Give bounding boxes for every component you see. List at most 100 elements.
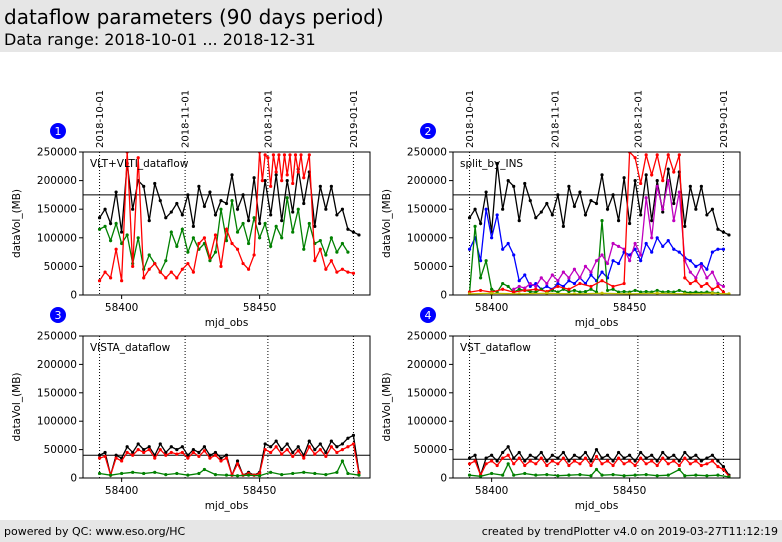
data-point [501, 450, 505, 455]
data-point [258, 236, 262, 240]
data-point [650, 250, 654, 254]
footer-credit: powered by QC: www.eso.org/HC [4, 525, 186, 538]
data-point [556, 279, 560, 283]
data-point [235, 462, 240, 466]
data-point [274, 445, 278, 449]
data-point [329, 259, 333, 263]
data-point [561, 224, 565, 228]
data-point [280, 179, 284, 183]
data-point [495, 463, 499, 468]
data-point [644, 241, 648, 246]
data-point [622, 176, 626, 180]
data-point [473, 453, 477, 457]
data-point [346, 436, 350, 440]
data-point [490, 287, 494, 291]
data-point [501, 247, 505, 251]
data-point [528, 199, 532, 203]
data-point [164, 472, 168, 477]
y-tick-label: 200000 [407, 175, 447, 187]
data-point [710, 270, 715, 274]
data-point [180, 445, 184, 449]
data-point [269, 213, 273, 217]
data-point [672, 453, 676, 457]
data-point [600, 291, 604, 295]
data-point [605, 459, 610, 463]
data-point [246, 241, 251, 246]
data-point [142, 450, 146, 455]
data-point [639, 259, 643, 263]
data-point [539, 276, 543, 280]
data-point [153, 456, 157, 460]
data-point [213, 233, 218, 237]
data-point [616, 244, 621, 248]
data-point [688, 259, 692, 263]
panel-badge-circle [50, 307, 66, 323]
data-point [293, 153, 298, 157]
data-point [528, 459, 532, 463]
chart-panel-1: 1 2018-10-01 2018-11-01 2018-12-01 2019-01-0… [11, 90, 371, 329]
data-point [478, 221, 483, 226]
data-point [705, 276, 709, 280]
data-point [672, 170, 676, 174]
data-point [699, 463, 703, 468]
data-point [578, 281, 582, 286]
data-point [721, 467, 726, 472]
data-point [291, 471, 295, 476]
data-point [666, 239, 670, 243]
data-point [688, 456, 692, 460]
data-point [97, 471, 102, 476]
data-point [307, 439, 311, 443]
date-marker-label: 2018-11-01 [181, 90, 192, 148]
data-point [611, 463, 615, 468]
data-point [224, 239, 229, 243]
data-point [716, 284, 720, 289]
data-point [605, 453, 610, 457]
data-point [705, 462, 709, 466]
data-point [545, 291, 549, 295]
y-tick-label: 100000 [37, 416, 77, 428]
data-point [153, 261, 157, 266]
data-point [224, 473, 229, 477]
data-point [716, 459, 720, 463]
data-point [611, 193, 615, 197]
data-point [131, 470, 135, 474]
data-point [556, 462, 560, 466]
data-point [578, 462, 582, 466]
data-point [567, 459, 571, 463]
data-point [147, 219, 151, 223]
data-point [120, 471, 124, 476]
data-point [705, 281, 709, 286]
data-point [501, 287, 505, 291]
y-axis-label: dataVol_(MB) [381, 372, 393, 441]
data-point [512, 290, 516, 294]
data-point [258, 474, 262, 478]
data-point [313, 452, 317, 456]
data-point [517, 292, 521, 295]
data-point [699, 459, 703, 463]
data-point [114, 190, 118, 194]
data-point [252, 253, 256, 257]
data-point [318, 247, 322, 251]
data-point [313, 448, 317, 452]
data-point [655, 179, 659, 183]
data-point [556, 281, 560, 286]
data-point [677, 288, 681, 293]
data-point [578, 290, 582, 294]
data-point [600, 270, 604, 274]
data-point [307, 153, 311, 157]
data-point [277, 153, 281, 157]
data-point [490, 291, 494, 295]
data-point [224, 201, 229, 206]
data-point [666, 456, 670, 460]
data-point [169, 450, 173, 455]
data-point [650, 236, 654, 240]
header: dataflow parameters (90 days period) Dat… [0, 0, 782, 52]
data-point [628, 453, 632, 457]
data-point [340, 267, 345, 271]
data-point [517, 450, 521, 455]
data-point [169, 230, 173, 234]
data-point [506, 284, 510, 289]
data-point [672, 219, 676, 223]
data-point [202, 449, 207, 453]
data-point [153, 181, 157, 186]
